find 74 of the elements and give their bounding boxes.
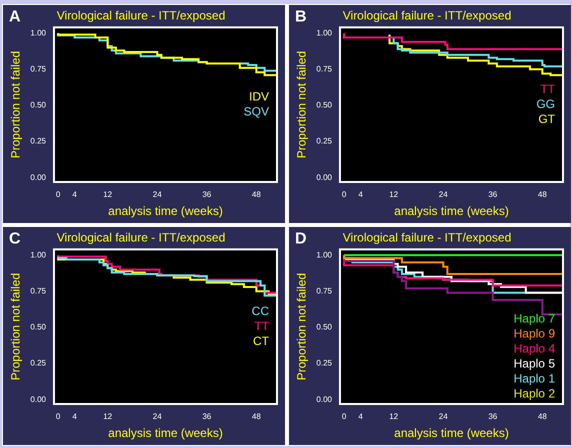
x-tick-label: 0: [56, 412, 61, 422]
x-tick-label: 48: [252, 412, 262, 422]
y-tick-label: 0.25: [30, 136, 47, 146]
x-tick-label: 48: [538, 412, 548, 422]
y-tick-label: 1.00: [316, 250, 333, 260]
x-axis-title: analysis time (weeks): [108, 204, 223, 218]
y-tick-label: 0.00: [30, 394, 47, 404]
y-tick-label: 0.75: [316, 286, 333, 296]
legend-label: Haplo 2: [514, 386, 556, 400]
x-tick-label: 48: [538, 190, 548, 200]
x-tick-label: 48: [252, 190, 262, 200]
x-tick-label: 12: [389, 190, 399, 200]
x-tick-label: 4: [358, 190, 364, 200]
x-tick-label: 0: [342, 190, 347, 200]
text: A: [9, 8, 21, 26]
x-tick-label: 12: [103, 190, 113, 200]
x-tick-label: 24: [438, 412, 448, 422]
x-tick-label: 24: [438, 190, 448, 200]
y-tick-label: 0.00: [316, 172, 333, 182]
x-tick-label: 4: [358, 412, 364, 422]
text: Haplo 4: [514, 341, 556, 356]
y-axis-title: Proportion not failed: [294, 50, 309, 158]
x-tick-label: 24: [152, 190, 162, 200]
y-tick-label: 0.00: [316, 394, 333, 404]
y-axis-title: Proportion not failed: [8, 50, 23, 158]
y-tick-label: 1.00: [30, 250, 47, 260]
y-tick-label: 0.75: [30, 286, 47, 296]
y-tick-label: 1.00: [316, 28, 333, 38]
series-label: IDV: [248, 90, 269, 104]
chart-title: Virological failure - ITT/exposed: [342, 8, 512, 23]
chart-title: Virological failure - ITT/exposed: [56, 8, 226, 23]
text: TT: [540, 82, 556, 96]
text: GT: [538, 112, 556, 126]
x-tick-label: 0: [56, 190, 61, 200]
x-axis-title: analysis time (weeks): [394, 426, 509, 440]
x-tick-label: 36: [202, 190, 212, 200]
x-tick-label: 12: [389, 412, 399, 422]
x-tick-label: 12: [103, 412, 113, 422]
x-tick-label: 4: [72, 412, 78, 422]
x-tick-label: 4: [72, 190, 78, 200]
y-tick-label: 0.75: [316, 64, 333, 74]
y-axis-title: Proportion not failed: [8, 272, 23, 380]
text: SQV: [244, 104, 269, 119]
text: Haplo 7: [514, 311, 556, 326]
y-tick-label: 0.25: [30, 358, 47, 368]
text: Haplo 5: [514, 356, 556, 370]
text: TT: [254, 319, 270, 334]
x-tick-label: 36: [488, 412, 498, 422]
text: D: [295, 230, 307, 248]
y-tick-label: 1.00: [30, 28, 47, 38]
x-tick-label: 36: [488, 190, 498, 200]
chart-title: Virological failure - ITT/exposed: [56, 230, 226, 245]
y-tick-label: 0.75: [30, 64, 47, 74]
text: GG: [536, 97, 555, 112]
y-tick-label: 0.50: [30, 100, 47, 110]
y-tick-label: 0.50: [316, 322, 333, 332]
x-tick-label: 36: [202, 412, 212, 422]
x-axis-title: analysis time (weeks): [394, 204, 509, 218]
x-tick-label: 24: [152, 412, 162, 422]
y-tick-label: 0.25: [316, 136, 333, 146]
text: Haplo 1: [514, 371, 556, 386]
y-tick-label: 0.25: [316, 358, 333, 368]
y-tick-label: 0.00: [30, 172, 47, 182]
chart-title: Virological failure - ITT/exposed: [342, 230, 512, 245]
text: Haplo 9: [514, 326, 556, 340]
x-axis-title: analysis time (weeks): [108, 426, 223, 440]
y-tick-label: 0.50: [316, 100, 333, 110]
text: C: [9, 230, 21, 248]
text: B: [295, 8, 307, 26]
text: CT: [253, 334, 270, 348]
y-tick-label: 0.50: [30, 322, 47, 332]
y-axis-title: Proportion not failed: [294, 272, 309, 380]
x-tick-label: 0: [342, 412, 347, 422]
series-label: CC: [252, 304, 270, 318]
